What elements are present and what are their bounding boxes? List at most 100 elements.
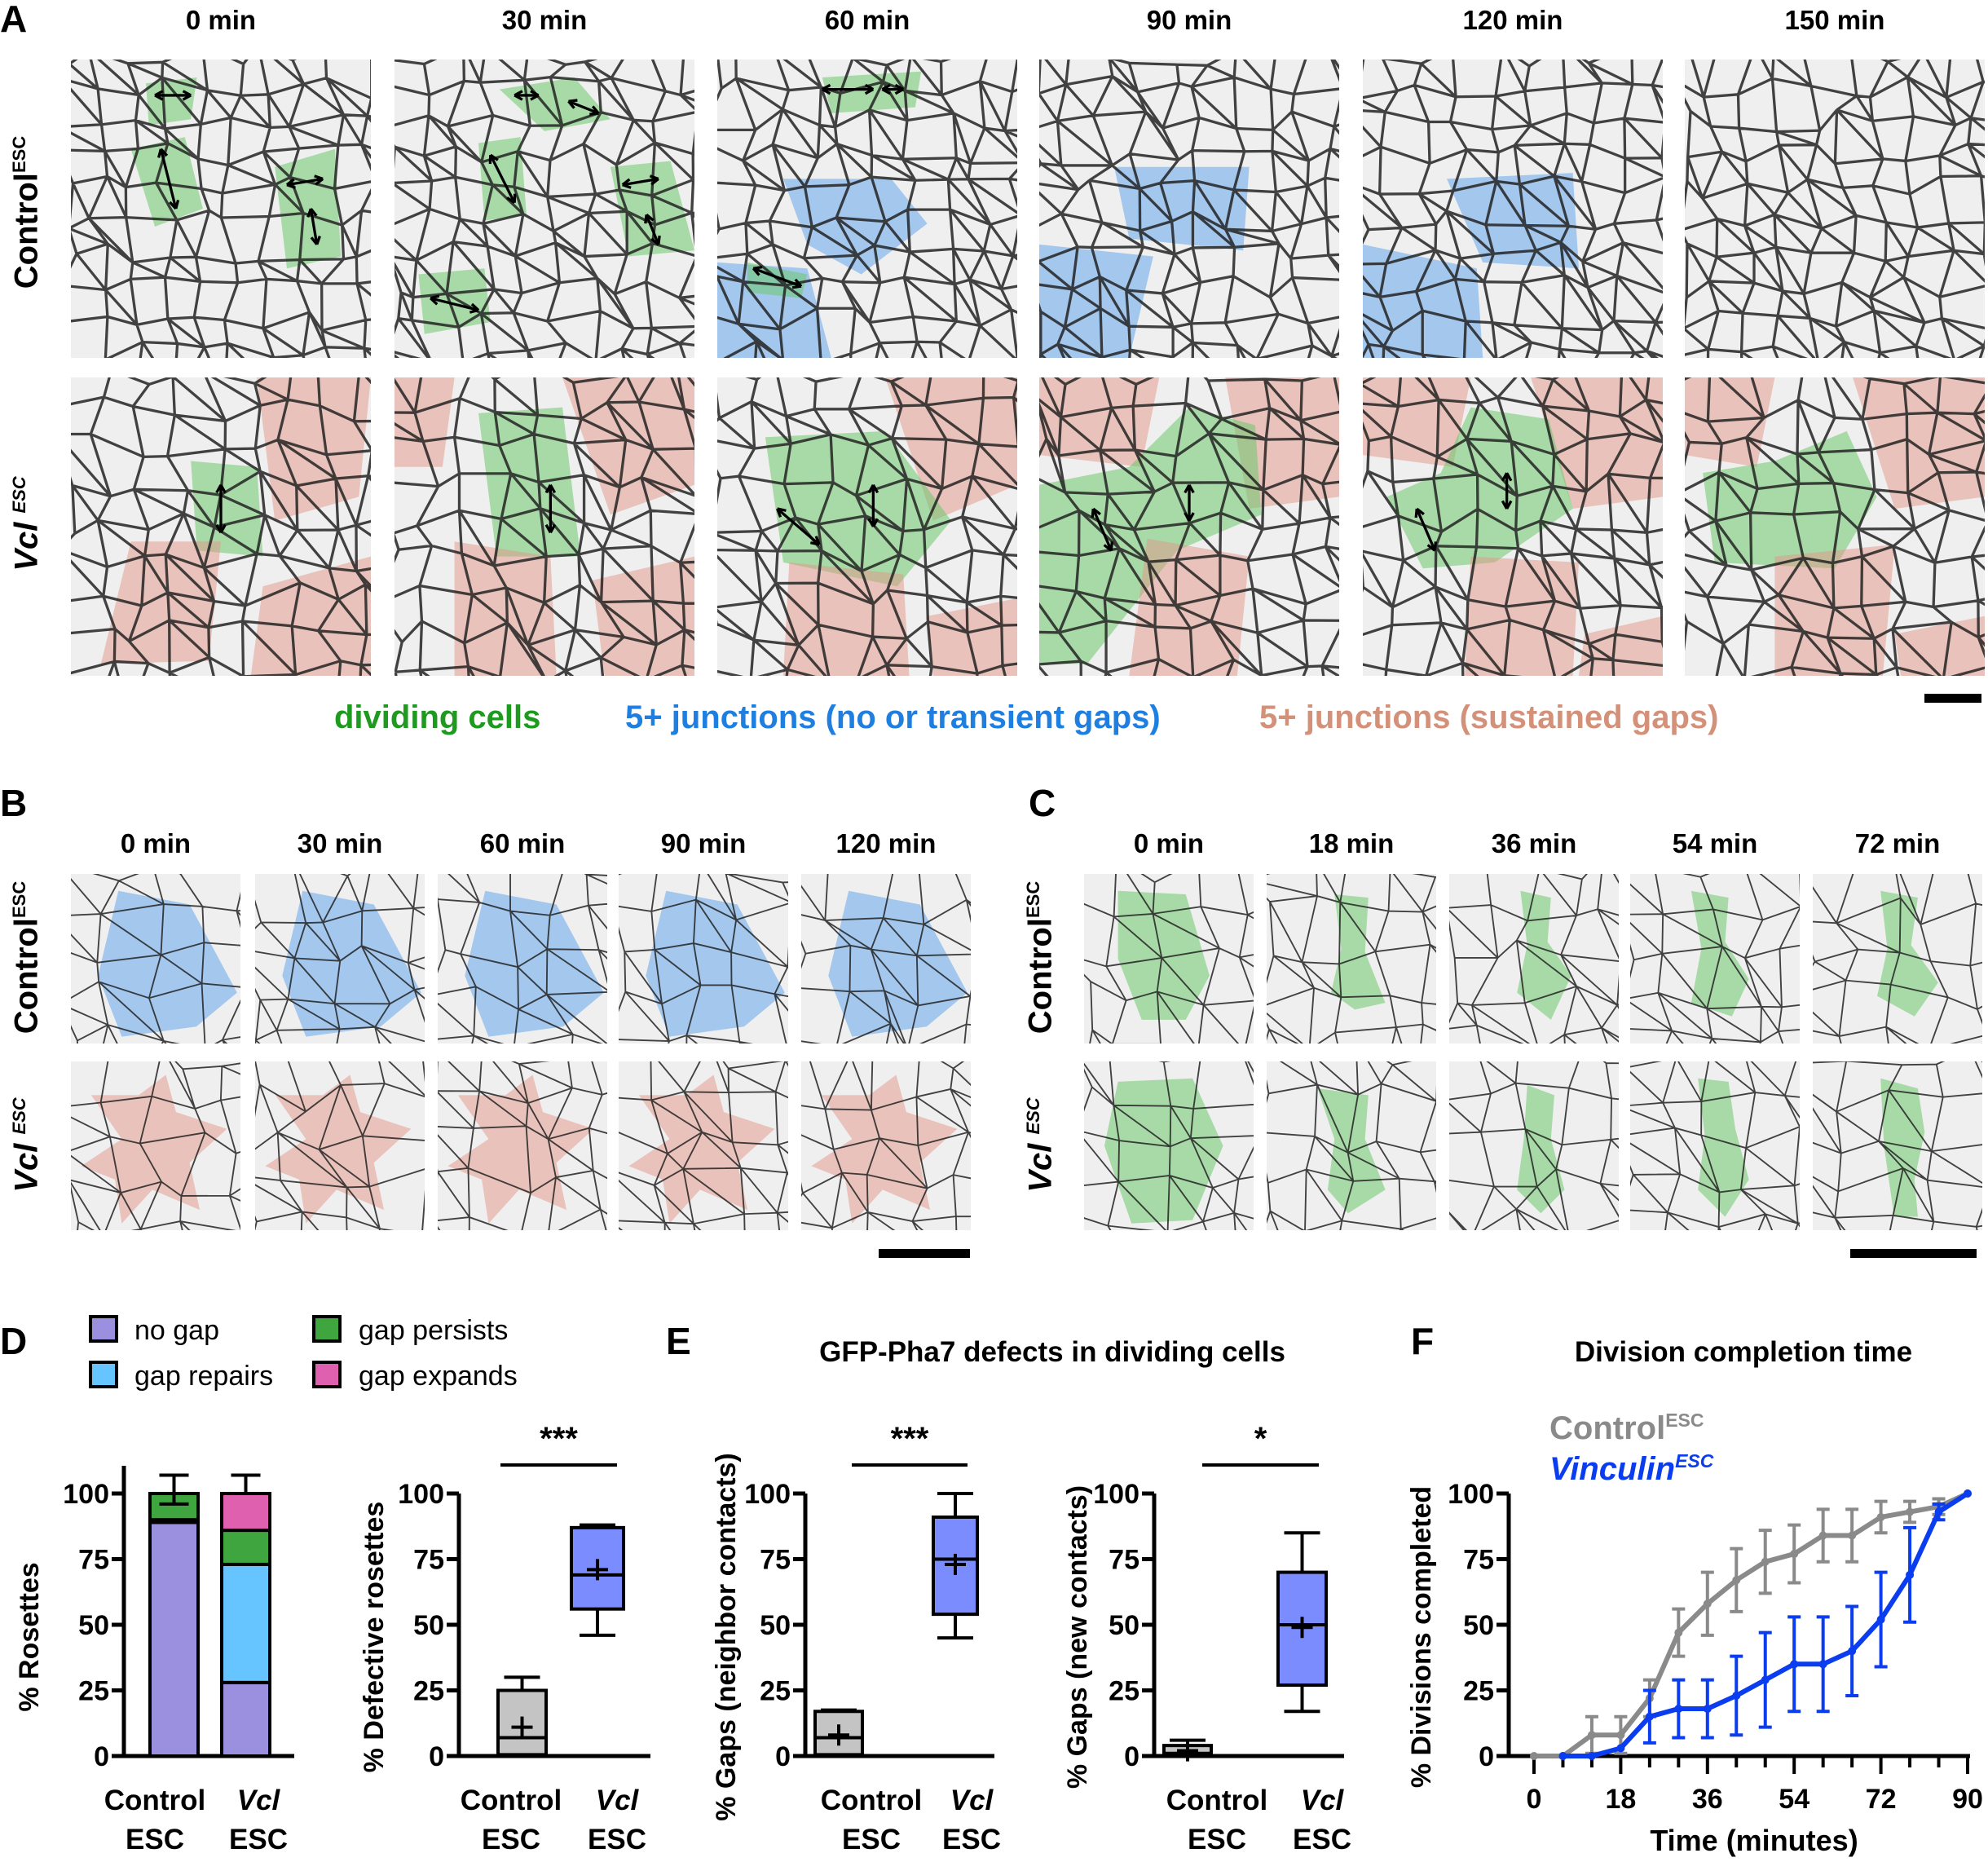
dividing-cell-overlay — [191, 461, 263, 557]
y-tick-label: 100 — [398, 1479, 444, 1510]
micrograph-tile — [1039, 60, 1339, 358]
y-tick-label: 25 — [1463, 1676, 1494, 1707]
cell-junction-network — [801, 874, 971, 1044]
y-tick-label: 100 — [1448, 1479, 1494, 1510]
dividing-cell-overlay — [1880, 1078, 1925, 1217]
data-point — [1876, 1615, 1885, 1624]
micrograph-tile — [1630, 1061, 1800, 1230]
category-sublabel: ESC — [1188, 1824, 1246, 1855]
panel-label-f: F — [1411, 1320, 1435, 1362]
legend-label-gap-expands: gap expands — [359, 1361, 518, 1392]
data-point — [1790, 1660, 1799, 1669]
time-label-a: 120 min — [1462, 5, 1563, 35]
cell-junction-network — [71, 874, 240, 1044]
category-label: Control — [1166, 1785, 1267, 1816]
micrograph-tile — [1267, 1061, 1436, 1230]
category-sublabel: ESC — [942, 1824, 1001, 1855]
time-label-b: 90 min — [660, 828, 747, 858]
x-tick-label: 54 — [1779, 1784, 1809, 1815]
division-axis-arrow-icon — [644, 214, 661, 246]
cell-junction-network — [395, 60, 694, 358]
data-point — [1761, 1557, 1770, 1566]
cell-junction-network — [717, 377, 1017, 676]
dividing-cell-overlay — [1703, 430, 1877, 569]
x-tick-label: 36 — [1692, 1784, 1723, 1815]
data-point — [1818, 1660, 1827, 1669]
chart-title-f: Division completion time — [1575, 1336, 1912, 1368]
micrograph-tile — [1039, 377, 1339, 676]
cell-junction-network — [395, 377, 694, 676]
data-point — [1761, 1675, 1770, 1684]
y-tick-label: 25 — [760, 1676, 791, 1707]
micrograph-tile — [438, 874, 607, 1044]
sustained-gap-rosette-overlay — [1853, 377, 1985, 510]
cell-junction-network — [717, 60, 1017, 358]
division-axis-arrow-icon — [1414, 507, 1438, 552]
y-tick-label: 50 — [1109, 1610, 1139, 1641]
micrograph-tile — [1363, 377, 1663, 676]
division-axis-arrow-icon — [867, 483, 879, 527]
y-tick-label: 100 — [63, 1479, 109, 1510]
sustained-gap-rosette-overlay — [454, 541, 557, 676]
data-point — [1558, 1752, 1567, 1760]
category-label: Control — [461, 1785, 562, 1816]
cell-junction-network — [438, 874, 607, 1044]
division-axis-arrow-icon — [488, 153, 517, 205]
data-point — [1674, 1705, 1683, 1714]
category-label: Vcl — [1301, 1785, 1345, 1816]
cell-junction-network — [1449, 1061, 1619, 1230]
data-point — [1790, 1550, 1799, 1559]
legend-d: no gap gap repairs gap persists gap expa… — [89, 1315, 518, 1392]
time-label-b: 120 min — [835, 828, 937, 858]
time-label-a: 90 min — [1146, 5, 1232, 35]
significance-label: *** — [891, 1421, 929, 1457]
y-tick-label: 100 — [744, 1479, 791, 1510]
micrograph-tile — [1449, 874, 1619, 1044]
micrograph-tile — [1630, 874, 1800, 1044]
sustained-gap-rosette-overlay — [395, 377, 455, 467]
scale-bar-b — [879, 1249, 970, 1258]
sustained-gap-rosette-overlay — [628, 1074, 775, 1224]
data-point — [1732, 1691, 1741, 1700]
cell-junction-network — [1630, 1061, 1800, 1230]
micrograph-tile — [717, 377, 1017, 676]
y-tick-label: 0 — [1479, 1741, 1494, 1772]
data-point — [1645, 1712, 1654, 1721]
sustained-gap-rosette-overlay — [592, 556, 694, 676]
micrograph-tile — [1813, 874, 1982, 1044]
division-axis-arrow-icon — [430, 294, 480, 314]
cell-junction-network — [255, 1061, 425, 1230]
time-label-c: 72 min — [1854, 828, 1941, 858]
data-point — [1876, 1512, 1885, 1521]
time-label-b: 60 min — [479, 828, 566, 858]
micrograph-tile — [71, 874, 240, 1044]
sustained-gap-rosette-overlay — [562, 377, 694, 515]
sustained-gap-rosette-overlay — [447, 1074, 594, 1224]
cell-junction-network — [438, 1061, 607, 1230]
category-label: Vcl — [596, 1785, 640, 1816]
sustained-gap-rosette-overlay — [1894, 616, 1985, 676]
panel-label-e: E — [666, 1320, 691, 1362]
micrograph-tile — [801, 874, 971, 1044]
micrograph-tile — [1267, 874, 1436, 1044]
x-axis-label: Time (minutes) — [1650, 1824, 1858, 1857]
micrograph-tile — [438, 1061, 607, 1230]
cell-junction-network — [619, 874, 788, 1044]
sustained-gap-rosette-overlay — [1039, 377, 1160, 467]
stacked-bar-segment — [220, 1529, 271, 1566]
division-axis-arrow-icon — [1501, 472, 1513, 510]
stacked-bar-segment — [220, 1680, 271, 1758]
cell-junction-network — [1084, 1061, 1254, 1230]
transient-gap-rosette-overlay — [1447, 173, 1579, 269]
y-tick-label: 0 — [775, 1741, 791, 1772]
category-sublabel: ESC — [126, 1824, 184, 1855]
data-point — [1703, 1599, 1712, 1608]
cell-junction-network — [1685, 377, 1985, 676]
micrograph-tile — [619, 874, 788, 1044]
division-axis-arrow-icon — [776, 507, 821, 546]
y-tick-label: 75 — [413, 1545, 444, 1576]
category-sublabel: ESC — [482, 1824, 540, 1855]
cell-junction-network — [1813, 874, 1982, 1044]
y-axis-label: % Defective rosettes — [359, 1502, 390, 1773]
data-point — [1703, 1705, 1712, 1714]
